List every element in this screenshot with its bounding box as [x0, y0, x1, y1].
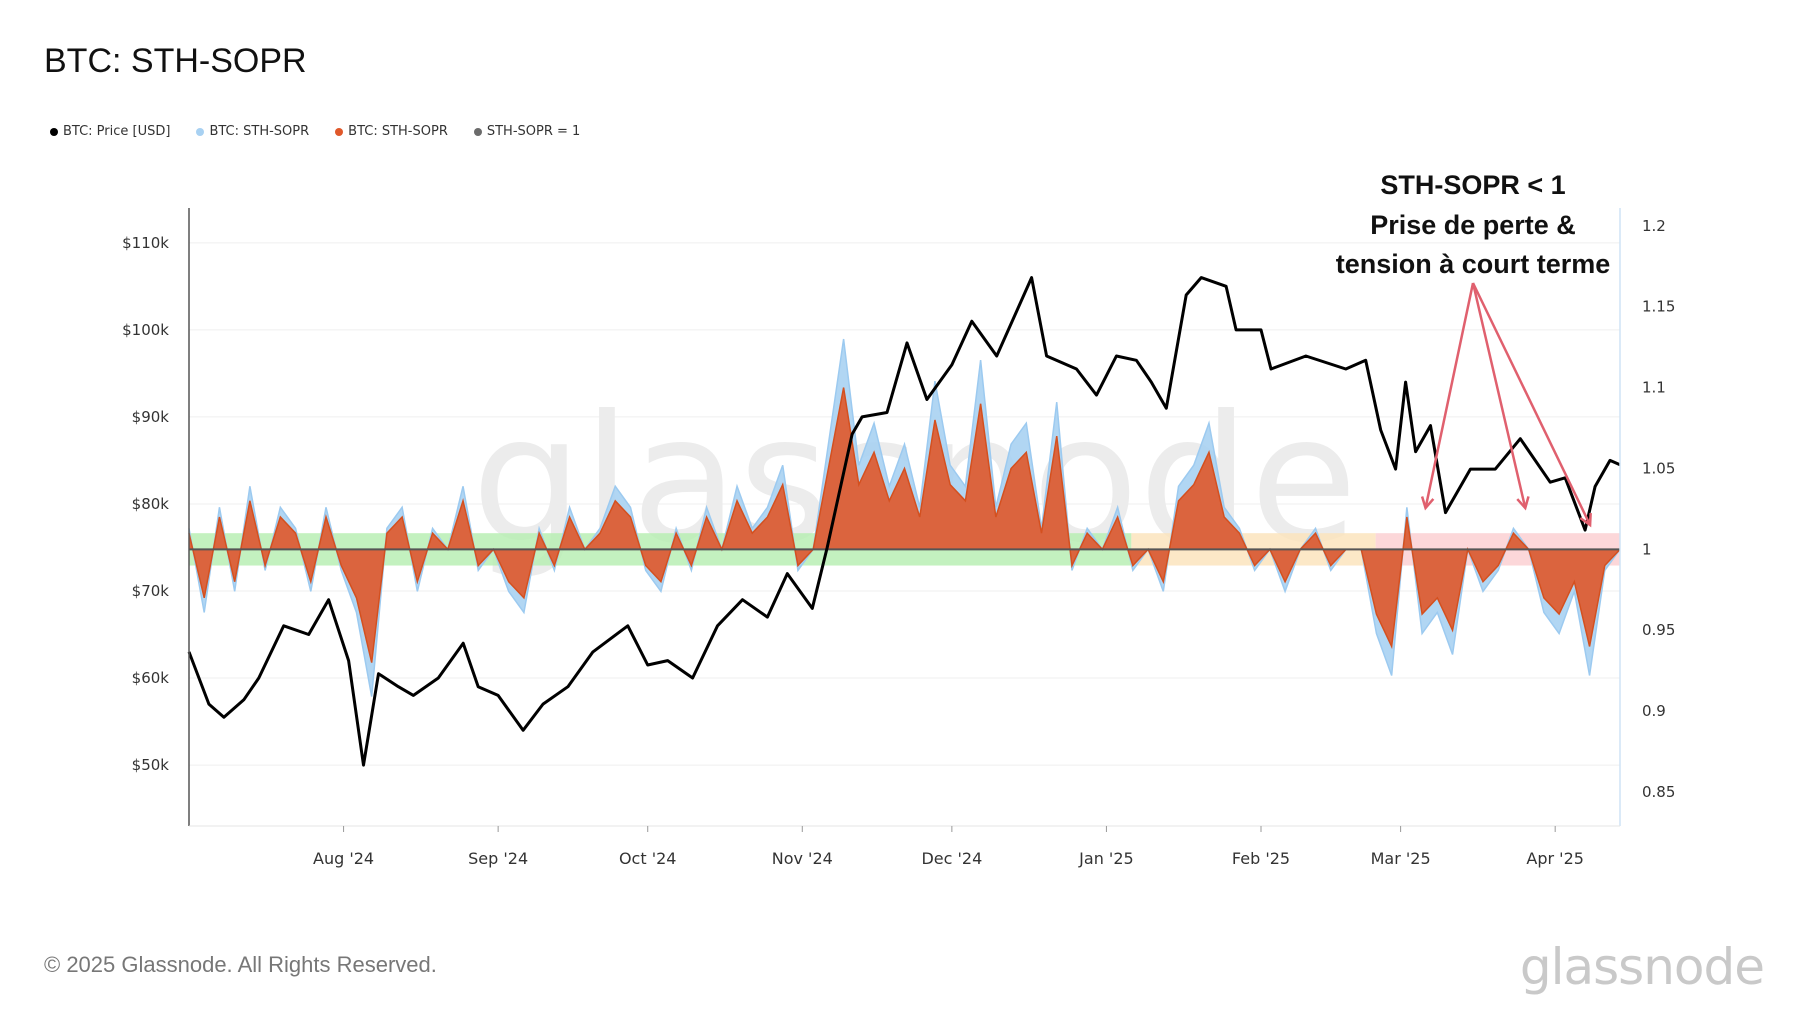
legend-label: BTC: STH-SOPR — [209, 124, 310, 139]
y-left-tick-label: $50k — [132, 756, 170, 774]
price-line — [187, 276, 1621, 767]
x-tick-label: Apr '25 — [1526, 849, 1584, 868]
glassnode-logo: glassnode — [1519, 938, 1765, 996]
arrowhead-icon — [1420, 496, 1435, 511]
x-tick-label: Sep '24 — [468, 849, 528, 868]
annotation-arrow — [1471, 282, 1527, 509]
y-left-tick-label: $90k — [132, 408, 170, 426]
x-tick-label: Feb '25 — [1232, 849, 1290, 868]
x-tick-label: Jan '25 — [1078, 849, 1134, 868]
y-right-tick-label: 0.95 — [1642, 621, 1675, 639]
x-tick-label: Dec '24 — [921, 849, 982, 868]
y-right-tick-label: 1.2 — [1642, 217, 1666, 235]
legend-item-sopr[interactable]: BTC: STH-SOPR — [335, 124, 448, 139]
x-tick-label: Aug '24 — [313, 849, 374, 868]
annotation-line: Prise de perte & — [1370, 209, 1576, 240]
y-right-tick-label: 0.9 — [1642, 702, 1666, 720]
x-tick-label: Mar '25 — [1371, 849, 1431, 868]
legend-dot — [335, 127, 344, 136]
y-left-tick-label: $60k — [132, 669, 170, 687]
y-left-tick-label: $80k — [132, 495, 170, 513]
sopr-series-area — [189, 387, 1620, 663]
annotation: STH-SOPR < 1 Prise de perte & tension à … — [1313, 166, 1633, 285]
arrowhead-icon — [1579, 512, 1592, 528]
legend-item-sopr-raw[interactable]: BTC: STH-SOPR — [196, 124, 309, 139]
legend-label: STH-SOPR = 1 — [486, 124, 581, 139]
y-left-tick-label: $100k — [122, 321, 169, 339]
legend-item-price[interactable]: BTC: Price [USD] — [50, 124, 170, 139]
x-tick-label: Oct '24 — [619, 849, 677, 868]
legend: BTC: Price [USD] BTC: STH-SOPR BTC: STH-… — [50, 124, 580, 139]
legend-label: BTC: STH-SOPR — [348, 124, 448, 139]
chart-title: BTC: STH-SOPR — [44, 42, 307, 80]
y-right-tick-label: 1.15 — [1642, 298, 1675, 316]
legend-dot — [196, 127, 205, 136]
y-right-tick-label: 1.1 — [1642, 379, 1666, 397]
y-right-tick-label: 1 — [1642, 540, 1652, 558]
y-right-tick-label: 0.85 — [1642, 783, 1675, 801]
legend-dot — [50, 127, 58, 136]
legend-label: BTC: Price [USD] — [63, 124, 171, 139]
y-left-tick-label: $70k — [132, 582, 170, 600]
x-tick-label: Nov '24 — [772, 849, 833, 868]
copyright: © 2025 Glassnode. All Rights Reserved. — [44, 952, 437, 977]
y-left-tick-label: $110k — [122, 234, 169, 252]
legend-item-sopr-one[interactable]: STH-SOPR = 1 — [473, 124, 581, 139]
arrowhead-icon — [1516, 496, 1530, 511]
annotation-arrow — [1424, 282, 1475, 509]
annotation-line: STH-SOPR < 1 — [1380, 170, 1566, 200]
y-right-tick-label: 1.05 — [1642, 459, 1675, 477]
legend-dot — [473, 127, 482, 136]
annotation-arrow — [1471, 282, 1592, 526]
annotation-line: tension à court terme — [1335, 249, 1611, 279]
